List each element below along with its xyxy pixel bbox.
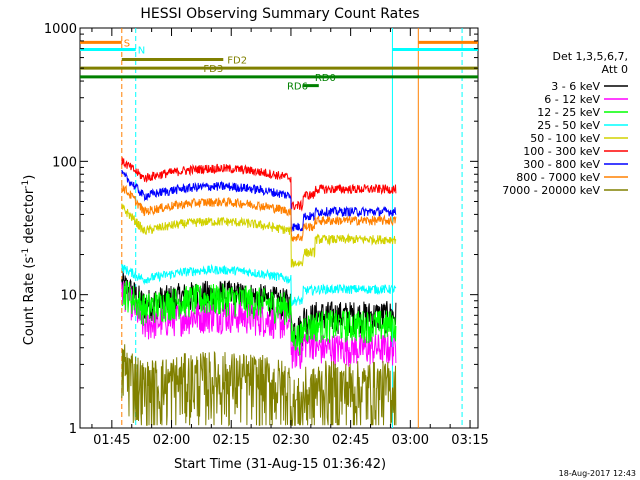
flag-label: S: [124, 38, 130, 49]
legend-label: 50 - 100 keV: [530, 132, 600, 145]
series-line: [121, 281, 397, 369]
series-line: [121, 169, 397, 232]
y-tick-label: 1000: [44, 22, 77, 37]
y-axis-label-part: Count Rate (s: [22, 257, 37, 346]
x-tick-label: 01:45: [93, 433, 130, 448]
legend-label: 800 - 7000 keV: [516, 171, 600, 184]
x-tick-label: 02:30: [272, 433, 309, 448]
plot-area: [79, 27, 479, 429]
series-line: [121, 184, 397, 242]
flags-layer: SN FD2 FD3 RD0 RD6: [80, 38, 478, 93]
x-tick-label: 02:45: [332, 433, 369, 448]
legend-label: 25 - 50 keV: [537, 119, 600, 132]
plot-frame: [79, 27, 479, 429]
flag-label: RD0: [315, 73, 336, 84]
x-tick-label: 02:15: [213, 433, 250, 448]
legend-label: 3 - 6 keV: [551, 80, 600, 93]
series-line: [121, 344, 397, 427]
legend-label: 100 - 300 keV: [523, 145, 600, 158]
y-tick-label: 10: [60, 289, 77, 304]
y-axis: 1 10 100 1000: [44, 22, 478, 437]
y-tick-label: 100: [52, 155, 77, 170]
legend-label: 12 - 25 keV: [537, 106, 600, 119]
series-line: [121, 157, 397, 212]
series-line: [121, 280, 397, 356]
series-line: [121, 263, 397, 307]
legend-header: Det 1,3,5,6,7,: [552, 50, 628, 63]
legend-label: 300 - 800 keV: [523, 158, 600, 171]
flag-label: RD6: [287, 82, 308, 93]
y-axis-label-sup: -1: [21, 248, 31, 257]
series-line: [121, 203, 397, 268]
flag-label: N: [138, 45, 145, 56]
y-tick-label: 1: [69, 422, 77, 437]
x-axis: 01:45 02:00 02:15 02:30 02:45 03:00 03:15: [91, 28, 489, 448]
x-tick-label: 03:00: [392, 433, 429, 448]
x-tick-label: 03:15: [451, 433, 488, 448]
flag-label: FD3: [203, 64, 223, 75]
y-axis-label: Count Rate (s-1 detector-1): [21, 175, 37, 346]
x-tick-label: 02:00: [153, 433, 190, 448]
y-axis-label-sup: -1: [21, 180, 31, 189]
flag-label: FD2: [227, 56, 247, 67]
legend-label: 6 - 12 keV: [544, 93, 600, 106]
x-axis-label: Start Time (31-Aug-15 01:36:42): [174, 457, 386, 472]
legend-header: Att 0: [602, 63, 628, 76]
chart-title: HESSI Observing Summary Count Rates: [140, 6, 419, 22]
timestamp: 18-Aug-2017 12:43: [559, 469, 636, 478]
y-axis-label-part: ): [22, 175, 37, 180]
y-axis-label-part: detector: [22, 188, 37, 248]
legend-label: 7000 - 20000 keV: [502, 184, 600, 197]
